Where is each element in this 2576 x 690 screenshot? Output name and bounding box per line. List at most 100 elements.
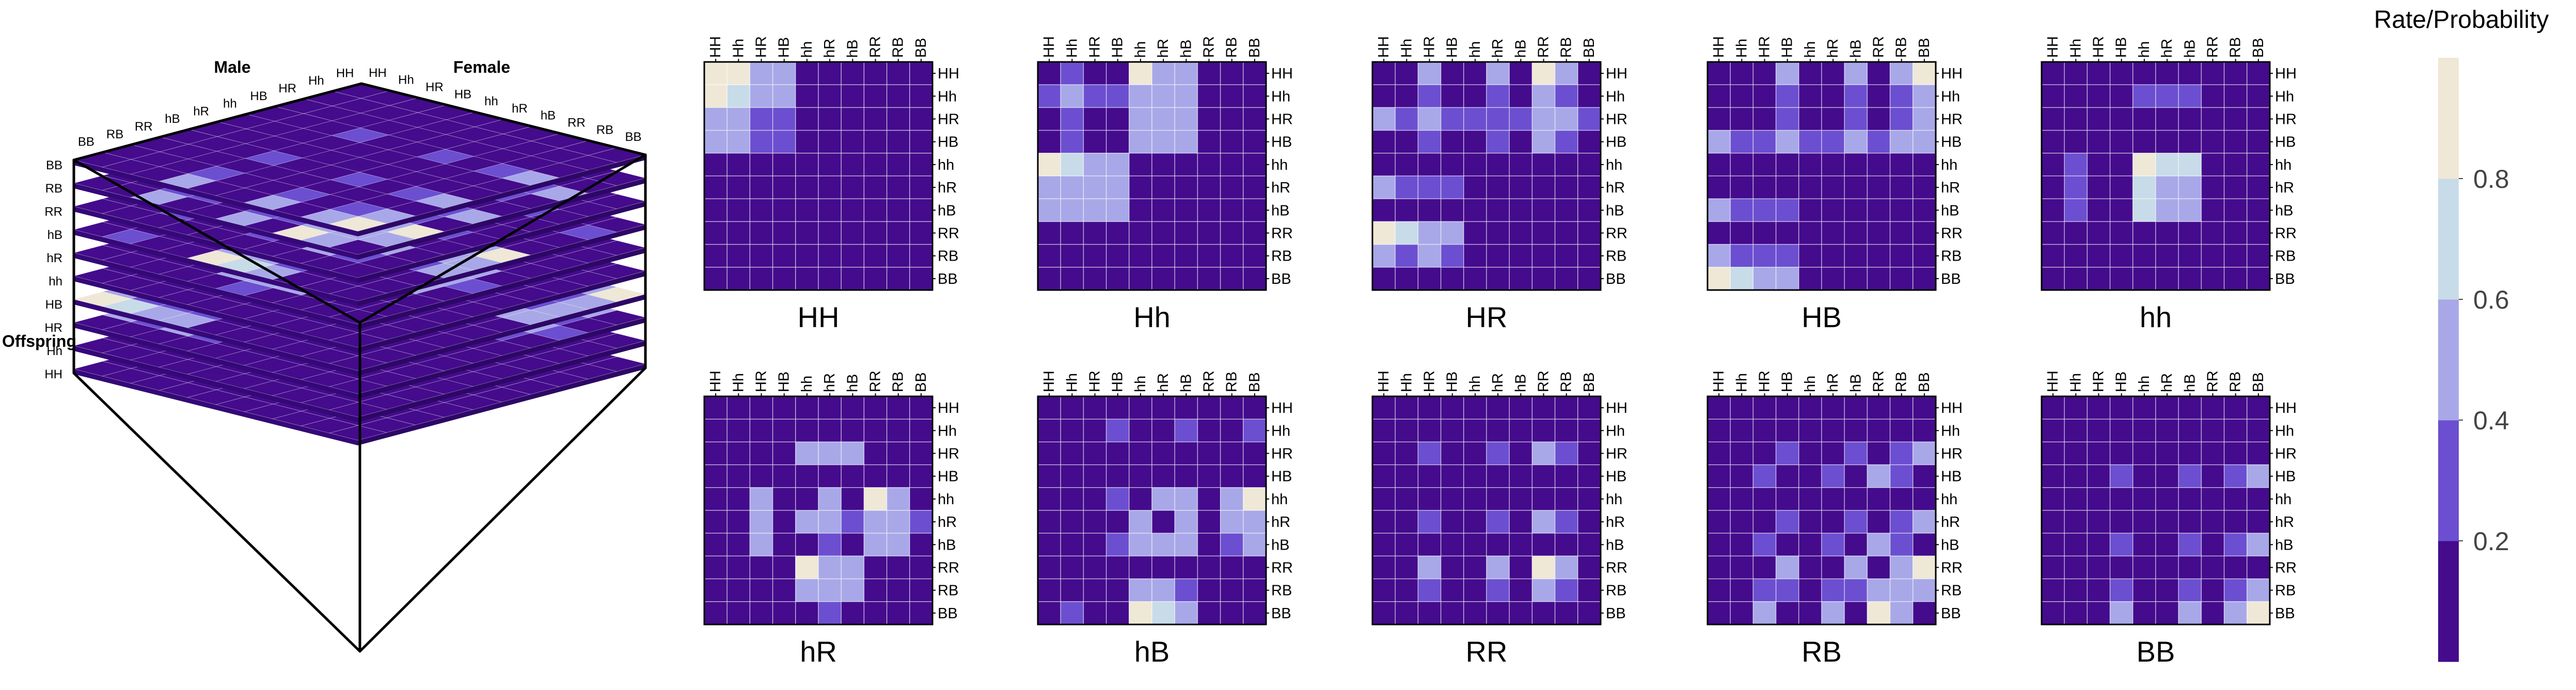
- heatmap-cell: [1243, 107, 1267, 131]
- row-tick-label: hB: [938, 202, 956, 219]
- heatmap-cell: [1531, 487, 1556, 511]
- row-tick-label: HR: [1271, 446, 1293, 462]
- heatmap-cell: [1554, 510, 1578, 534]
- cube-edge: [72, 82, 363, 162]
- heatmap-cell: [1844, 487, 1868, 511]
- heatmap-cell: [1486, 555, 1510, 580]
- cube-male-tick: hR: [193, 104, 209, 118]
- heatmap-cell: [2155, 510, 2179, 534]
- col-tick-label: RR: [1536, 371, 1552, 392]
- heatmap-cell: [2041, 578, 2065, 602]
- row-tick-label: RR: [1941, 226, 1963, 242]
- heatmap-cell: [1821, 221, 1845, 245]
- heatmap-cell: [704, 198, 728, 222]
- heatmap-cell: [1775, 61, 1799, 85]
- heatmap-cell: [1129, 198, 1152, 222]
- heatmap-cell: [818, 221, 842, 245]
- col-tick-label: RR: [1871, 36, 1887, 58]
- row-tick-label: RB: [1606, 583, 1626, 599]
- heatmap-cell: [1129, 61, 1152, 85]
- heatmap-cell: [1105, 244, 1130, 268]
- heatmap-cell: [1372, 441, 1396, 466]
- col-tick-label: HR: [1757, 371, 1773, 392]
- heatmap-cell: [1151, 578, 1175, 602]
- heatmap-cell: [1220, 221, 1244, 245]
- row-tick-label: hh: [1941, 491, 1957, 508]
- heatmap-cell: [749, 267, 773, 291]
- panel-title: HH: [798, 301, 840, 333]
- heatmap-cell: [1913, 396, 1936, 420]
- heatmap-cell: [1083, 441, 1107, 466]
- heatmap-cell: [2041, 464, 2065, 488]
- heatmap-cell: [1798, 175, 1822, 199]
- heatmap-cell: [818, 244, 842, 268]
- row-tick-label: HR: [938, 446, 959, 462]
- heatmap-cell: [1105, 578, 1130, 602]
- cube-offspring-label: Offspring: [2, 332, 76, 350]
- heatmap-cell: [1531, 153, 1556, 176]
- heatmap-cell: [795, 244, 819, 268]
- heatmap-cell: [1821, 153, 1845, 176]
- cube-layer-edge: [358, 317, 645, 399]
- cube-female-tick: BB: [625, 130, 641, 144]
- heatmap-cell: [1037, 61, 1061, 85]
- heatmap-cell: [1554, 601, 1578, 625]
- heatmap-cell: [749, 130, 773, 154]
- heatmap-cell: [2223, 107, 2248, 131]
- heatmap-cell: [2132, 533, 2156, 557]
- heatmap-cell: [726, 267, 751, 291]
- heatmap-cell: [2132, 555, 2156, 580]
- cube-male-tick: RR: [135, 120, 153, 134]
- heatmap-cell: [1440, 198, 1464, 222]
- row-tick-label: Hh: [938, 423, 957, 439]
- heatmap-cell: [2087, 61, 2111, 85]
- heatmap-cell: [2109, 244, 2134, 268]
- row-tick-label: hh: [938, 157, 954, 173]
- heatmap-cell: [726, 244, 751, 268]
- heatmap-cell: [1531, 175, 1556, 199]
- heatmap-cell: [1440, 175, 1464, 199]
- heatmap-cell: [2247, 153, 2270, 176]
- heatmap-cell: [818, 441, 842, 466]
- heatmap-cell: [1151, 510, 1175, 534]
- cube-cell: [328, 216, 388, 232]
- heatmap-cell: [1151, 61, 1175, 85]
- col-tick-label: HH: [1041, 371, 1057, 392]
- heatmap-cell: [1752, 533, 1777, 557]
- heatmap-cell: [1197, 267, 1221, 291]
- heatmap-cell: [1243, 510, 1267, 534]
- heatmap-cell: [1554, 153, 1578, 176]
- row-tick-label: HH: [1606, 400, 1627, 416]
- heatmap-cell: [2087, 107, 2111, 131]
- col-tick-label: Hh: [1733, 373, 1750, 392]
- heatmap-cell: [1151, 198, 1175, 222]
- heatmap-cell: [1554, 555, 1578, 580]
- colorbar-segment: [2438, 420, 2459, 541]
- heatmap-cell: [1220, 267, 1244, 291]
- heatmap-cell: [2109, 84, 2134, 108]
- cube-layer-edge: [74, 160, 358, 236]
- heatmap-cell: [1060, 578, 1084, 602]
- row-tick-label: hR: [1271, 180, 1290, 196]
- col-tick-label: Hh: [1398, 39, 1415, 58]
- heatmap-cell: [1844, 396, 1868, 420]
- heatmap-cell: [1129, 175, 1152, 199]
- heatmap-cell: [2223, 419, 2248, 443]
- heatmap-cell: [1372, 487, 1396, 511]
- col-tick-label: BB: [913, 38, 929, 58]
- col-tick-label: hh: [799, 41, 815, 58]
- heatmap-cell: [818, 61, 842, 85]
- heatmap-cell: [1440, 267, 1464, 291]
- heatmap-cell: [2132, 441, 2156, 466]
- heatmap-cell: [2109, 464, 2134, 488]
- heatmap-cell: [2041, 153, 2065, 176]
- heatmap-cell: [841, 555, 865, 580]
- heatmap-cell: [1531, 61, 1556, 85]
- heatmap-cell: [1730, 555, 1754, 580]
- col-tick-label: RB: [1893, 372, 1910, 392]
- heatmap-cell: [2132, 61, 2156, 85]
- heatmap-cell: [2201, 153, 2225, 176]
- heatmap-cell: [2041, 267, 2065, 291]
- cube-offspring-tick: Hh: [46, 344, 62, 358]
- panel-title: HR: [1466, 301, 1508, 333]
